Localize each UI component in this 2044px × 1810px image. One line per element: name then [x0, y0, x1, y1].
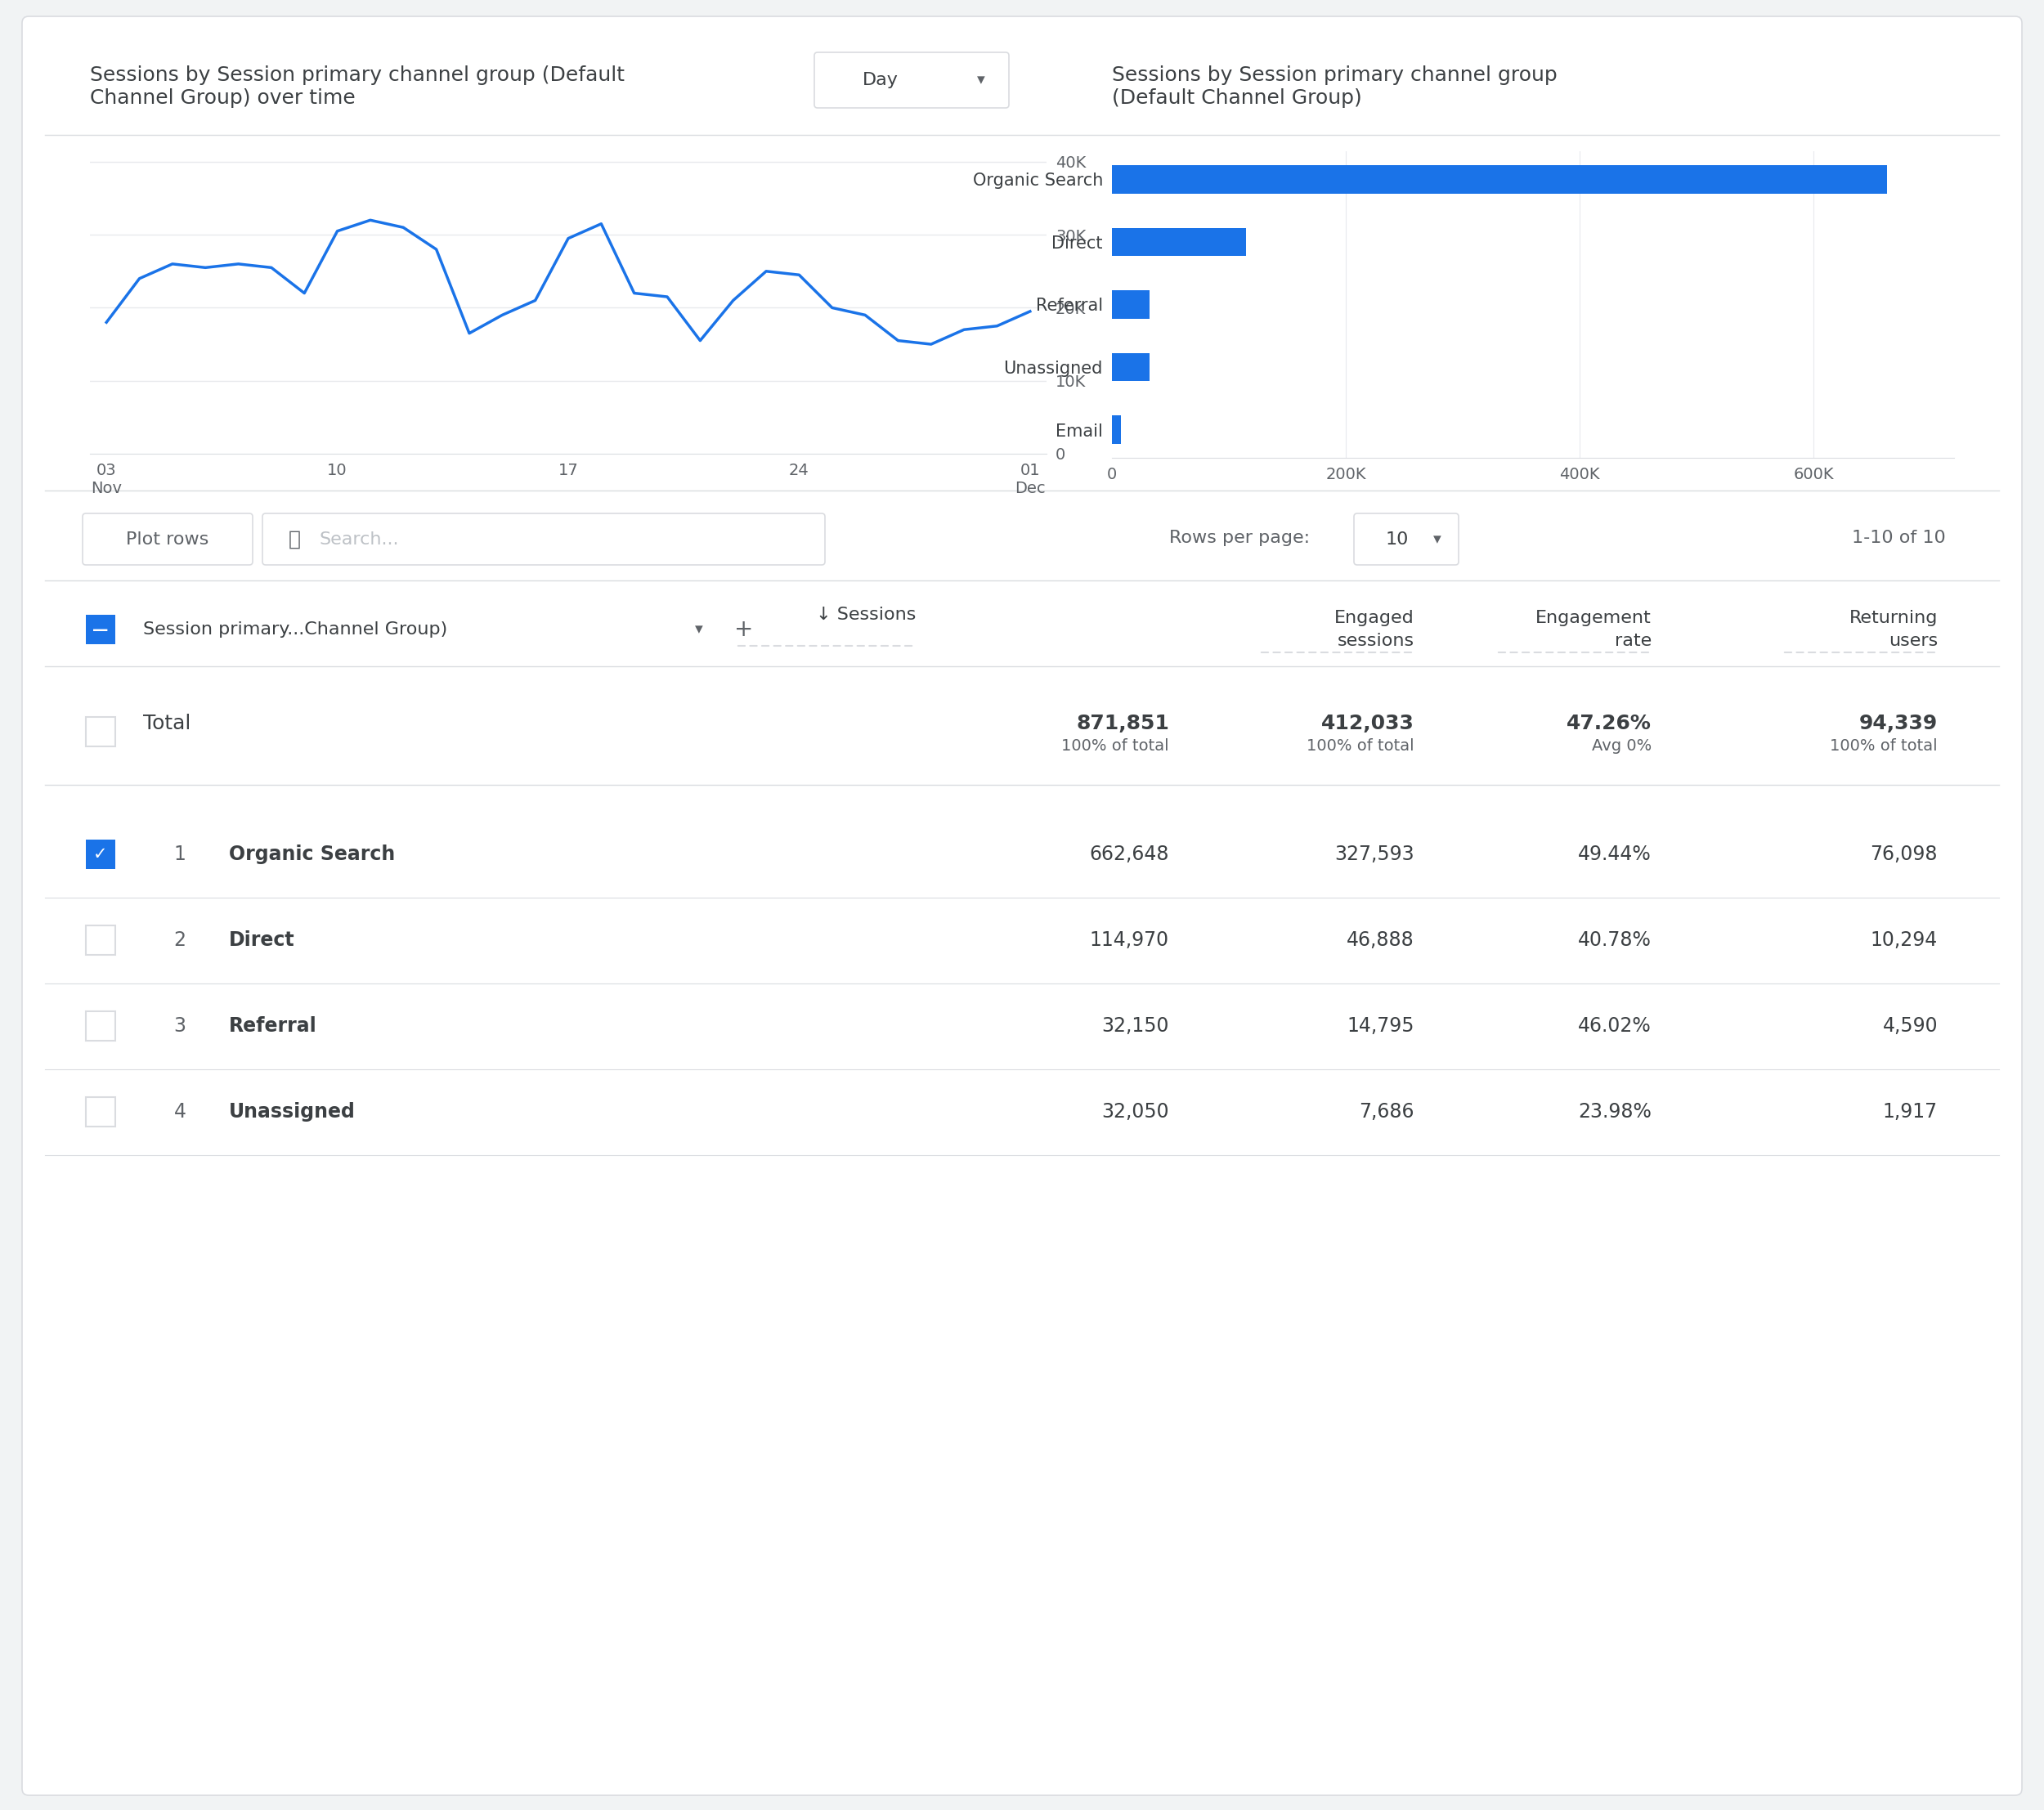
FancyBboxPatch shape — [814, 52, 1010, 109]
Text: 4,590: 4,590 — [1883, 1015, 1938, 1035]
Text: 114,970: 114,970 — [1089, 930, 1169, 950]
Text: 327,593: 327,593 — [1335, 845, 1414, 863]
Text: 662,648: 662,648 — [1089, 845, 1169, 863]
Text: 23.98%: 23.98% — [1578, 1102, 1652, 1122]
Text: 76,098: 76,098 — [1870, 845, 1938, 863]
Text: ▾: ▾ — [695, 621, 703, 637]
Bar — [86, 717, 114, 746]
Text: rate: rate — [1615, 634, 1652, 650]
Text: —: — — [92, 621, 108, 637]
FancyBboxPatch shape — [22, 16, 2022, 1796]
Text: 7,686: 7,686 — [1359, 1102, 1414, 1122]
FancyBboxPatch shape — [262, 514, 826, 565]
Text: +: + — [734, 617, 754, 641]
Text: 49.44%: 49.44% — [1578, 845, 1652, 863]
Text: 100% of total: 100% of total — [1306, 738, 1414, 755]
Text: 10: 10 — [1386, 530, 1408, 547]
Bar — [1112, 165, 1887, 194]
Text: 46,888: 46,888 — [1347, 930, 1414, 950]
Text: ▾: ▾ — [1433, 532, 1441, 547]
Text: ▾: ▾ — [977, 72, 985, 89]
Text: 14,795: 14,795 — [1347, 1015, 1414, 1035]
Text: Total: Total — [143, 713, 190, 733]
Text: Organic Search: Organic Search — [229, 845, 394, 863]
Text: Sessions by Session primary channel group
(Default Channel Group): Sessions by Session primary channel grou… — [1112, 65, 1558, 109]
Text: 32,050: 32,050 — [1102, 1102, 1169, 1122]
Text: 2: 2 — [174, 930, 186, 950]
Bar — [86, 1097, 114, 1126]
Text: Engagement: Engagement — [1535, 610, 1652, 626]
Text: ⌕: ⌕ — [288, 529, 300, 548]
Text: Avg 0%: Avg 0% — [1592, 738, 1652, 755]
Bar — [86, 925, 114, 956]
Text: Direct: Direct — [229, 930, 294, 950]
Bar — [86, 1012, 114, 1041]
Text: Referral: Referral — [229, 1015, 317, 1035]
Text: ↓ Sessions: ↓ Sessions — [816, 606, 916, 623]
Text: 1,917: 1,917 — [1883, 1102, 1938, 1122]
Text: 94,339: 94,339 — [1860, 713, 1938, 733]
Text: sessions: sessions — [1337, 634, 1414, 650]
Text: Session primary...Channel Group): Session primary...Channel Group) — [143, 621, 448, 637]
Text: 3: 3 — [174, 1015, 186, 1035]
Text: Sessions by Session primary channel group (Default
Channel Group) over time: Sessions by Session primary channel grou… — [90, 65, 625, 109]
Text: 47.26%: 47.26% — [1566, 713, 1652, 733]
Text: 100% of total: 100% of total — [1829, 738, 1938, 755]
Bar — [1112, 416, 1122, 443]
Text: Unassigned: Unassigned — [229, 1102, 356, 1122]
Text: 1: 1 — [174, 845, 186, 863]
Text: ✓: ✓ — [94, 845, 108, 863]
Bar — [1112, 228, 1247, 255]
Bar — [86, 840, 114, 869]
Text: 1-10 of 10: 1-10 of 10 — [1852, 530, 1946, 547]
Text: 100% of total: 100% of total — [1061, 738, 1169, 755]
Text: Engaged: Engaged — [1335, 610, 1414, 626]
Text: users: users — [1889, 634, 1938, 650]
Text: Rows per page:: Rows per page: — [1169, 530, 1310, 547]
Bar — [1112, 353, 1149, 382]
Text: 412,033: 412,033 — [1320, 713, 1414, 733]
Text: 871,851: 871,851 — [1075, 713, 1169, 733]
Text: Plot rows: Plot rows — [127, 530, 208, 547]
Bar — [86, 615, 114, 644]
Text: 40.78%: 40.78% — [1578, 930, 1652, 950]
FancyBboxPatch shape — [1353, 514, 1459, 565]
Text: 32,150: 32,150 — [1102, 1015, 1169, 1035]
Text: Search...: Search... — [319, 530, 399, 547]
Text: Day: Day — [863, 72, 899, 89]
Text: 4: 4 — [174, 1102, 186, 1122]
Text: Returning: Returning — [1850, 610, 1938, 626]
Text: 10,294: 10,294 — [1870, 930, 1938, 950]
FancyBboxPatch shape — [82, 514, 253, 565]
Text: 46.02%: 46.02% — [1578, 1015, 1652, 1035]
Bar — [1112, 290, 1149, 319]
